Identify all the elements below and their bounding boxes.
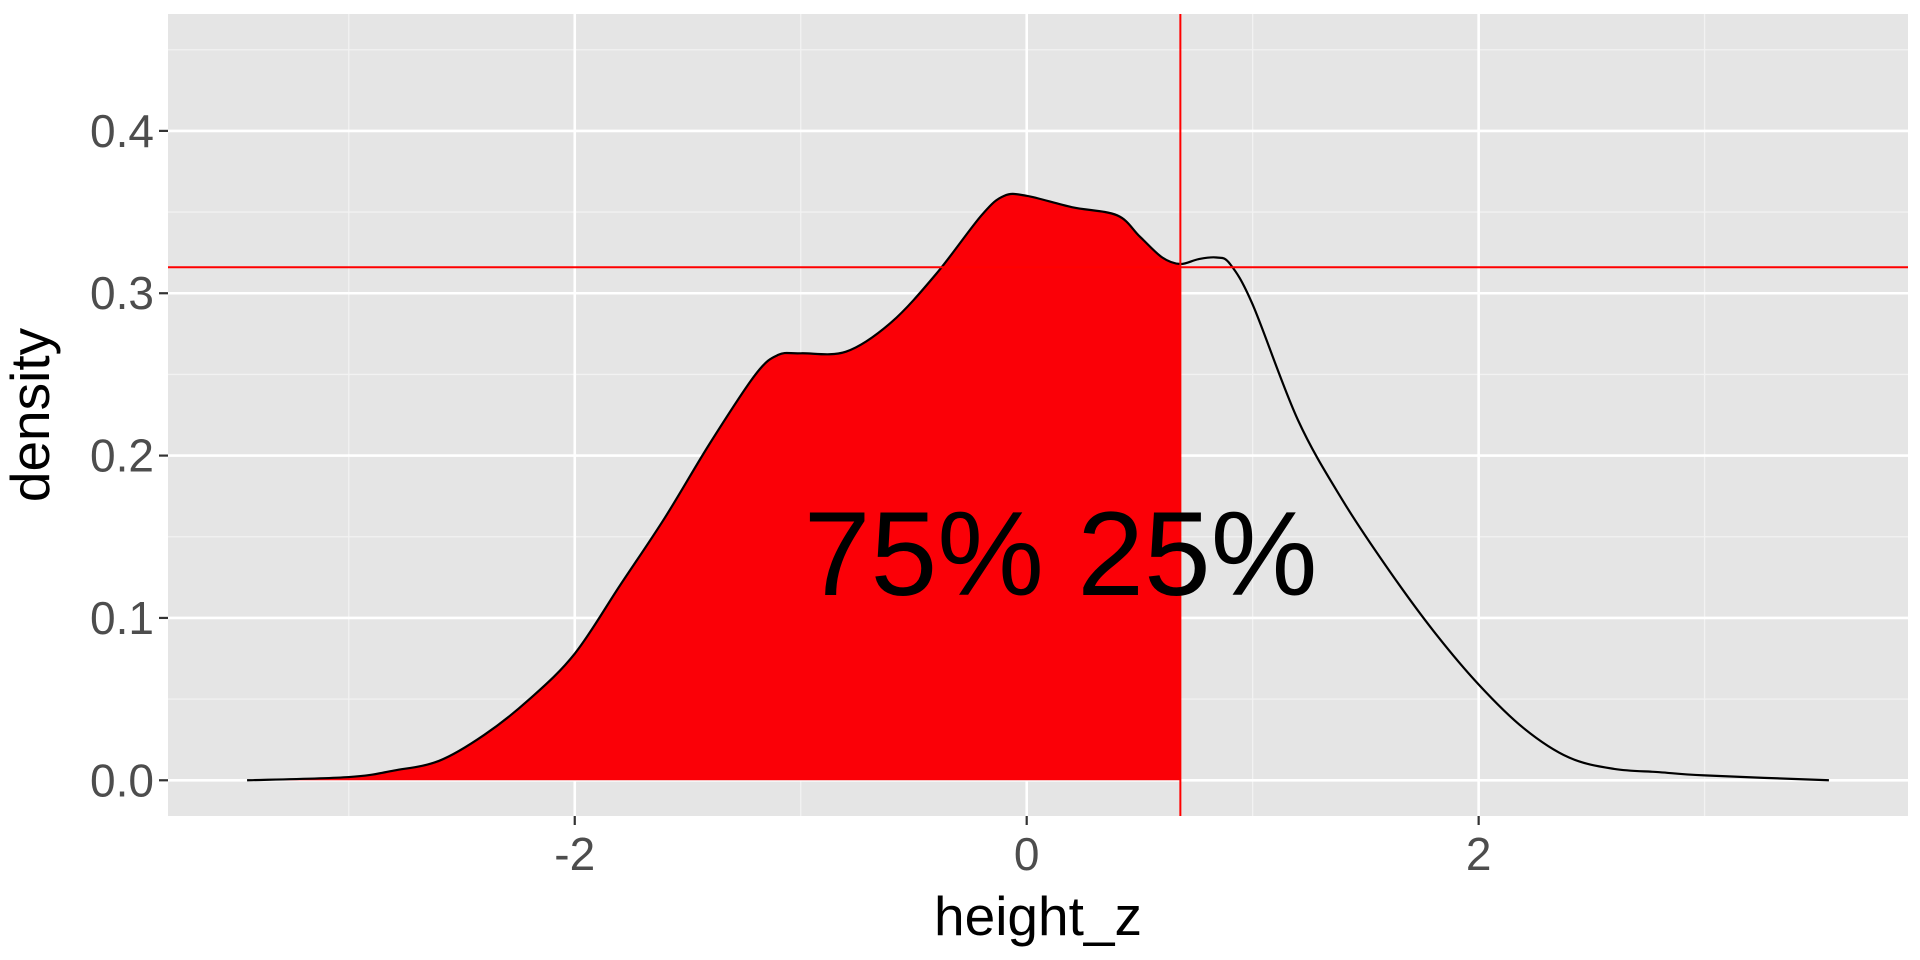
x-tick-label: -2 <box>554 828 595 880</box>
y-tick-label: 0.3 <box>90 267 154 319</box>
density-curve <box>247 192 1829 782</box>
percentage-annotation: 75% 25% <box>804 487 1318 621</box>
x-axis: -2 0 2 <box>554 816 1491 880</box>
y-tick-label: 0.0 <box>90 754 154 806</box>
x-tick-label: 0 <box>1014 828 1040 880</box>
x-axis-title: height_z <box>934 885 1142 947</box>
density-fill-area <box>247 193 1181 781</box>
x-tick-label: 2 <box>1466 828 1492 880</box>
y-tick-label: 0.4 <box>90 105 154 157</box>
y-tick-label: 0.1 <box>90 592 154 644</box>
y-axis-title: density <box>0 327 61 502</box>
y-tick-label: 0.2 <box>90 430 154 482</box>
y-axis: 0.0 0.1 0.2 0.3 0.4 <box>90 105 168 806</box>
